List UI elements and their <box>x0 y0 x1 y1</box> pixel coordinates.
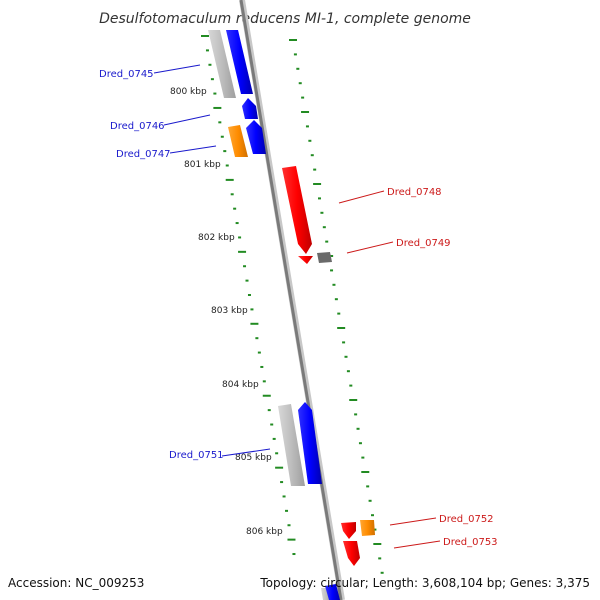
gene-rna-0751[interactable] <box>278 404 305 486</box>
gene-labels: Dred_0745 Dred_0746 Dred_0747 Dred_0748 … <box>99 69 498 548</box>
kbp-label-804: 804 kbp <box>222 380 259 390</box>
gene-label-dred-0748[interactable]: Dred_0748 <box>387 187 442 198</box>
callout-lines <box>153 64 441 549</box>
gene-label-dred-0753[interactable]: Dred_0753 <box>443 537 498 548</box>
outer-tick-track <box>289 39 384 574</box>
inner-tick-track <box>201 35 296 556</box>
gene-label-dred-0751[interactable]: Dred_0751 <box>169 450 224 461</box>
gene-cog-0747[interactable] <box>228 125 248 157</box>
genome-backbone <box>239 0 345 600</box>
kbp-label-806: 806 kbp <box>246 527 283 537</box>
gene-other-0749[interactable] <box>317 252 332 263</box>
gene-dred-0751[interactable] <box>298 402 322 484</box>
gene-cog-0752[interactable] <box>360 520 375 536</box>
kbp-label-803: 803 kbp <box>211 306 248 316</box>
kbp-label-801: 801 kbp <box>184 160 221 170</box>
kbp-label-805: 805 kbp <box>235 453 272 463</box>
gene-dred-0748[interactable] <box>282 166 312 254</box>
gene-label-dred-0752[interactable]: Dred_0752 <box>439 514 494 525</box>
gene-dred-0747[interactable] <box>246 120 266 154</box>
gene-dred-0753[interactable] <box>343 541 360 566</box>
topology-text: Topology: circular; Length: 3,608,104 bp… <box>259 576 590 590</box>
gene-label-dred-0747[interactable]: Dred_0747 <box>116 149 171 160</box>
gene-label-dred-0745[interactable]: Dred_0745 <box>99 69 154 80</box>
kbp-label-800: 800 kbp <box>170 87 207 97</box>
feature-track <box>208 30 375 600</box>
gene-dred-0746[interactable] <box>242 98 258 119</box>
accession-text: Accession: NC_009253 <box>8 576 144 590</box>
gene-rna-0745[interactable] <box>208 30 236 98</box>
gene-label-dred-0749[interactable]: Dred_0749 <box>396 238 451 249</box>
gene-dred-0752[interactable] <box>341 522 356 539</box>
gene-dred-0745[interactable] <box>226 30 253 94</box>
gene-blue-bottom[interactable] <box>325 584 340 600</box>
gene-dred-0749[interactable] <box>298 256 313 264</box>
gene-label-dred-0746[interactable]: Dred_0746 <box>110 121 165 132</box>
map-title: Desulfotomaculum reducens MI-1, complete… <box>99 11 471 27</box>
kbp-label-802: 802 kbp <box>198 233 235 243</box>
kbp-scale: 800 kbp 801 kbp 802 kbp 803 kbp 804 kbp … <box>170 87 283 537</box>
